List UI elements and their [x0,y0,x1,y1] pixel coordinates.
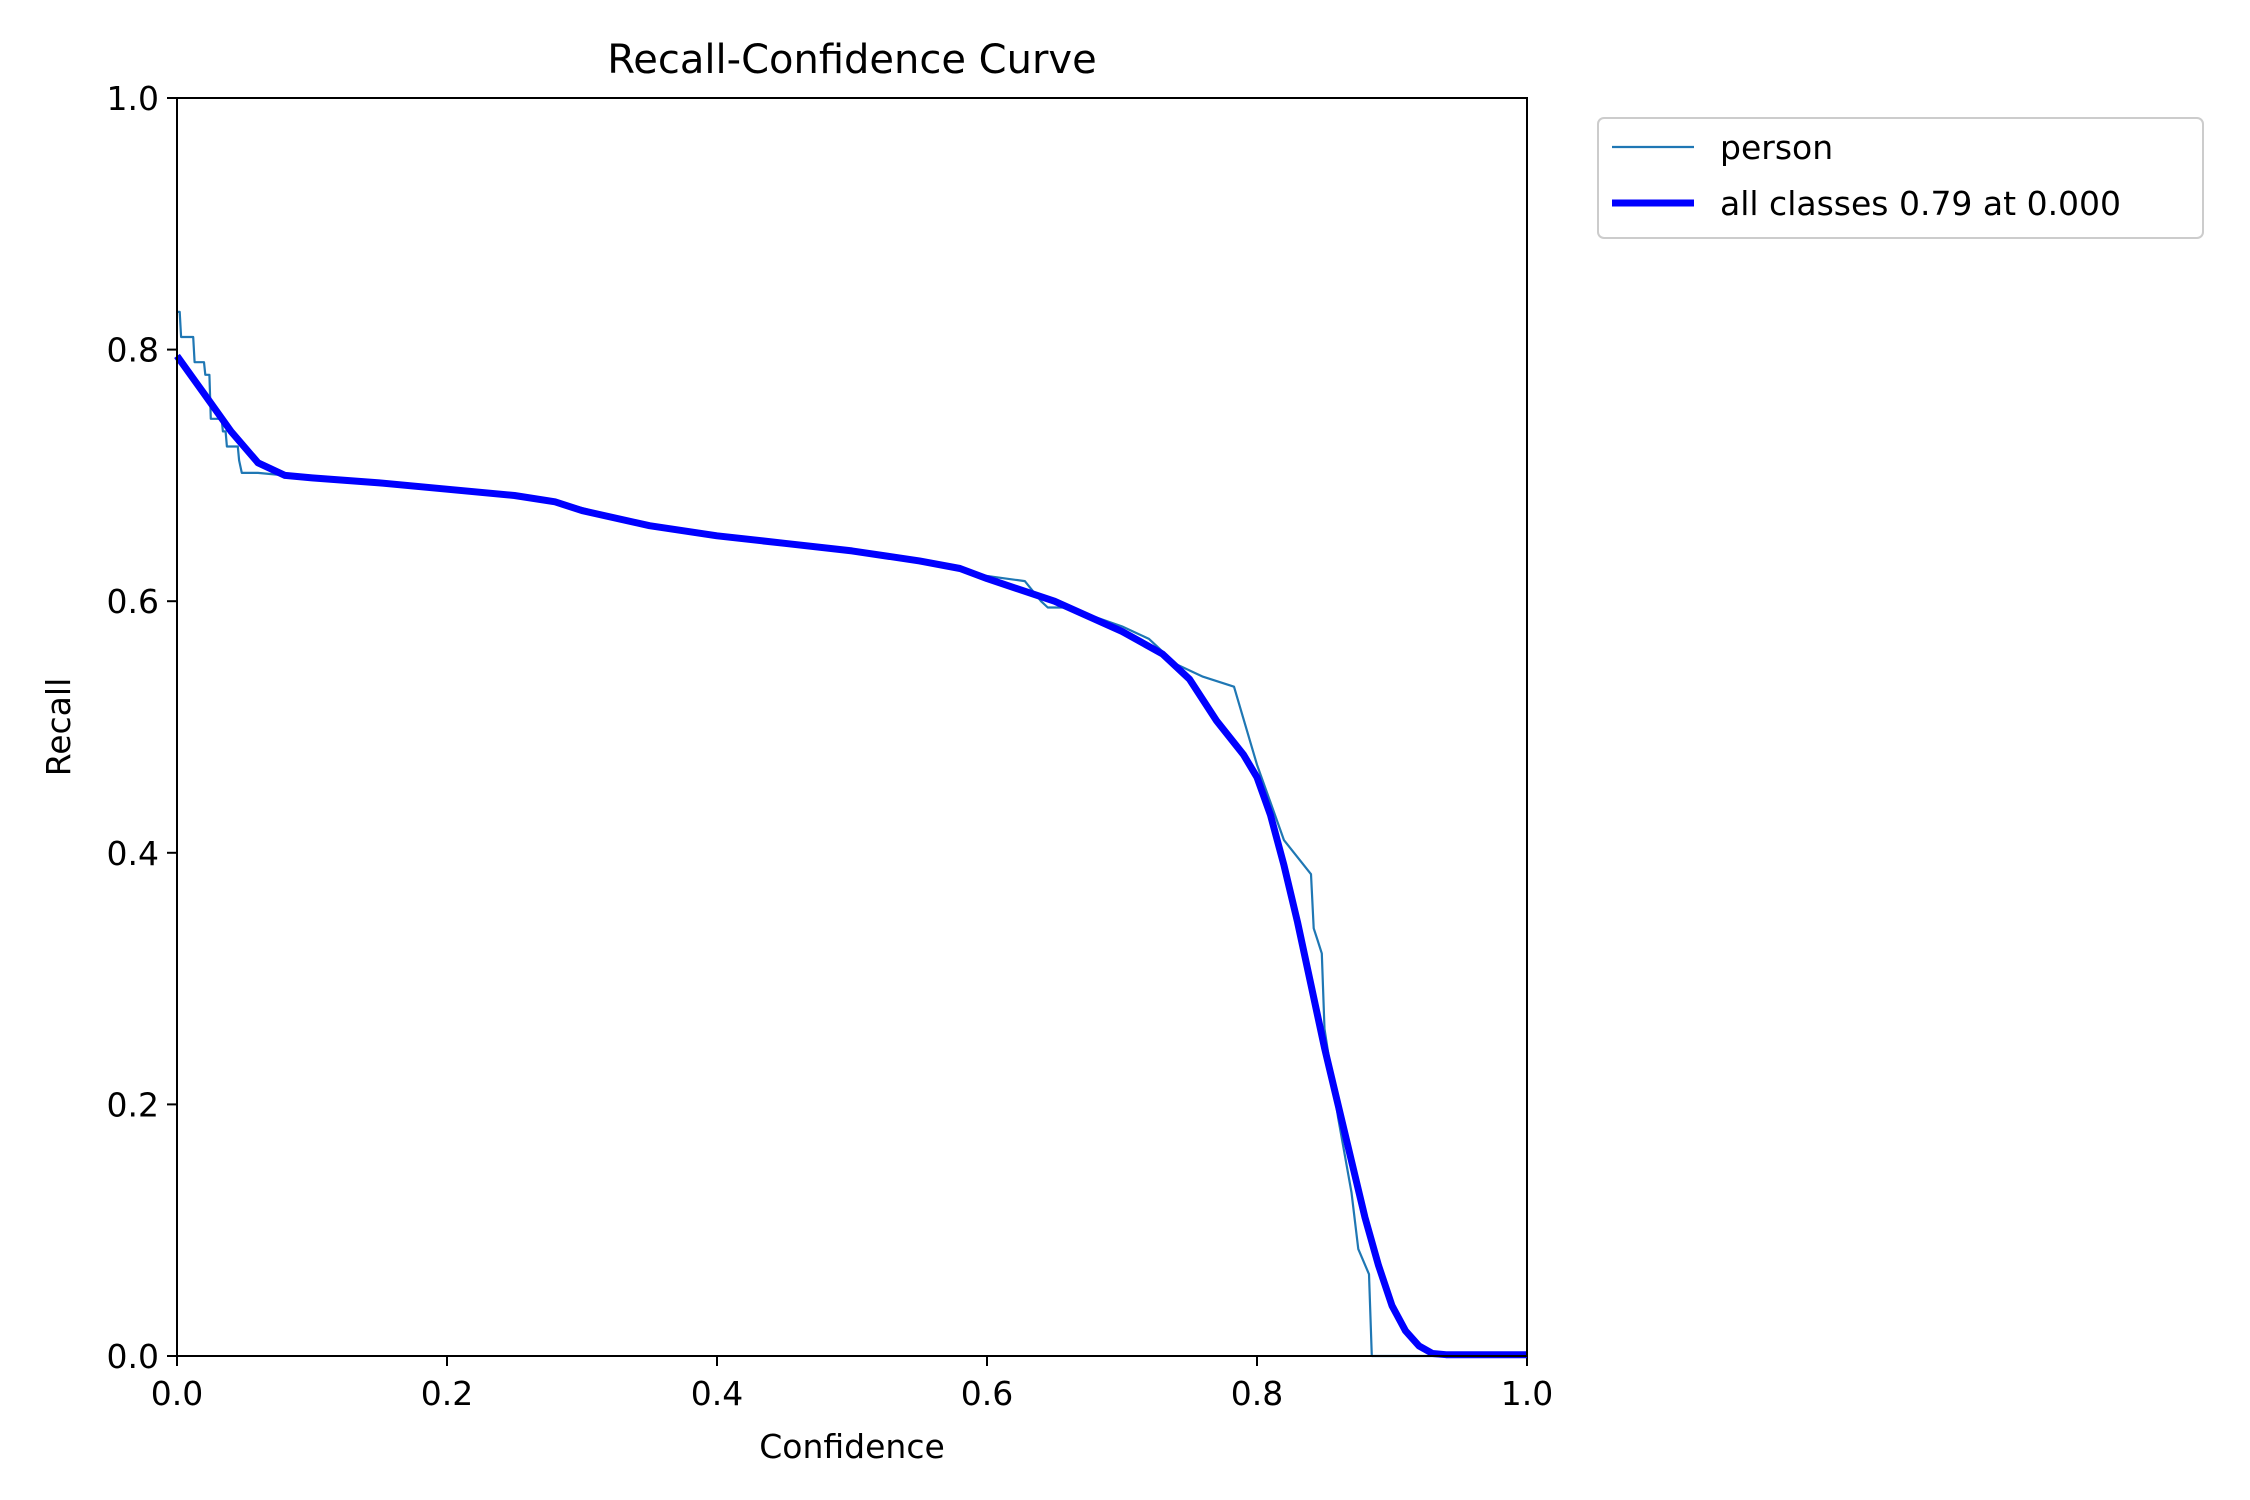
y-tick-label: 0.6 [107,582,159,621]
legend: person all classes 0.79 at 0.000 [1597,117,2204,239]
x-axis-title: Confidence [759,1427,945,1466]
series-line-0 [177,310,1527,1358]
plot-area [174,310,1527,1359]
y-tick-label: 0.4 [107,834,159,873]
y-axis-title: Recall [39,678,78,776]
x-tick-label: 0.6 [961,1374,1013,1413]
y-tick-label: 0.0 [107,1337,159,1376]
y-tick-label: 0.2 [107,1085,159,1124]
y-axis-ticks: 0.0 0.2 0.4 0.6 0.8 1.0 [107,79,177,1376]
legend-label-0: person [1720,128,1833,167]
y-tick-label: 0.8 [107,331,159,370]
x-tick-label: 0.2 [421,1374,473,1413]
series-line-1 [174,353,1527,1359]
legend-label-1: all classes 0.79 at 0.000 [1720,184,2121,223]
y-tick-label: 1.0 [107,79,159,118]
x-tick-label: 1.0 [1501,1374,1553,1413]
plot-frame [176,97,1528,1357]
x-tick-label: 0.0 [151,1374,203,1413]
x-tick-label: 0.8 [1231,1374,1283,1413]
x-tick-label: 0.4 [691,1374,743,1413]
legend-box [1597,117,2204,239]
chart-title: Recall-Confidence Curve [607,37,1096,83]
x-axis-ticks: 0.0 0.2 0.4 0.6 0.8 1.0 [151,1356,1553,1413]
